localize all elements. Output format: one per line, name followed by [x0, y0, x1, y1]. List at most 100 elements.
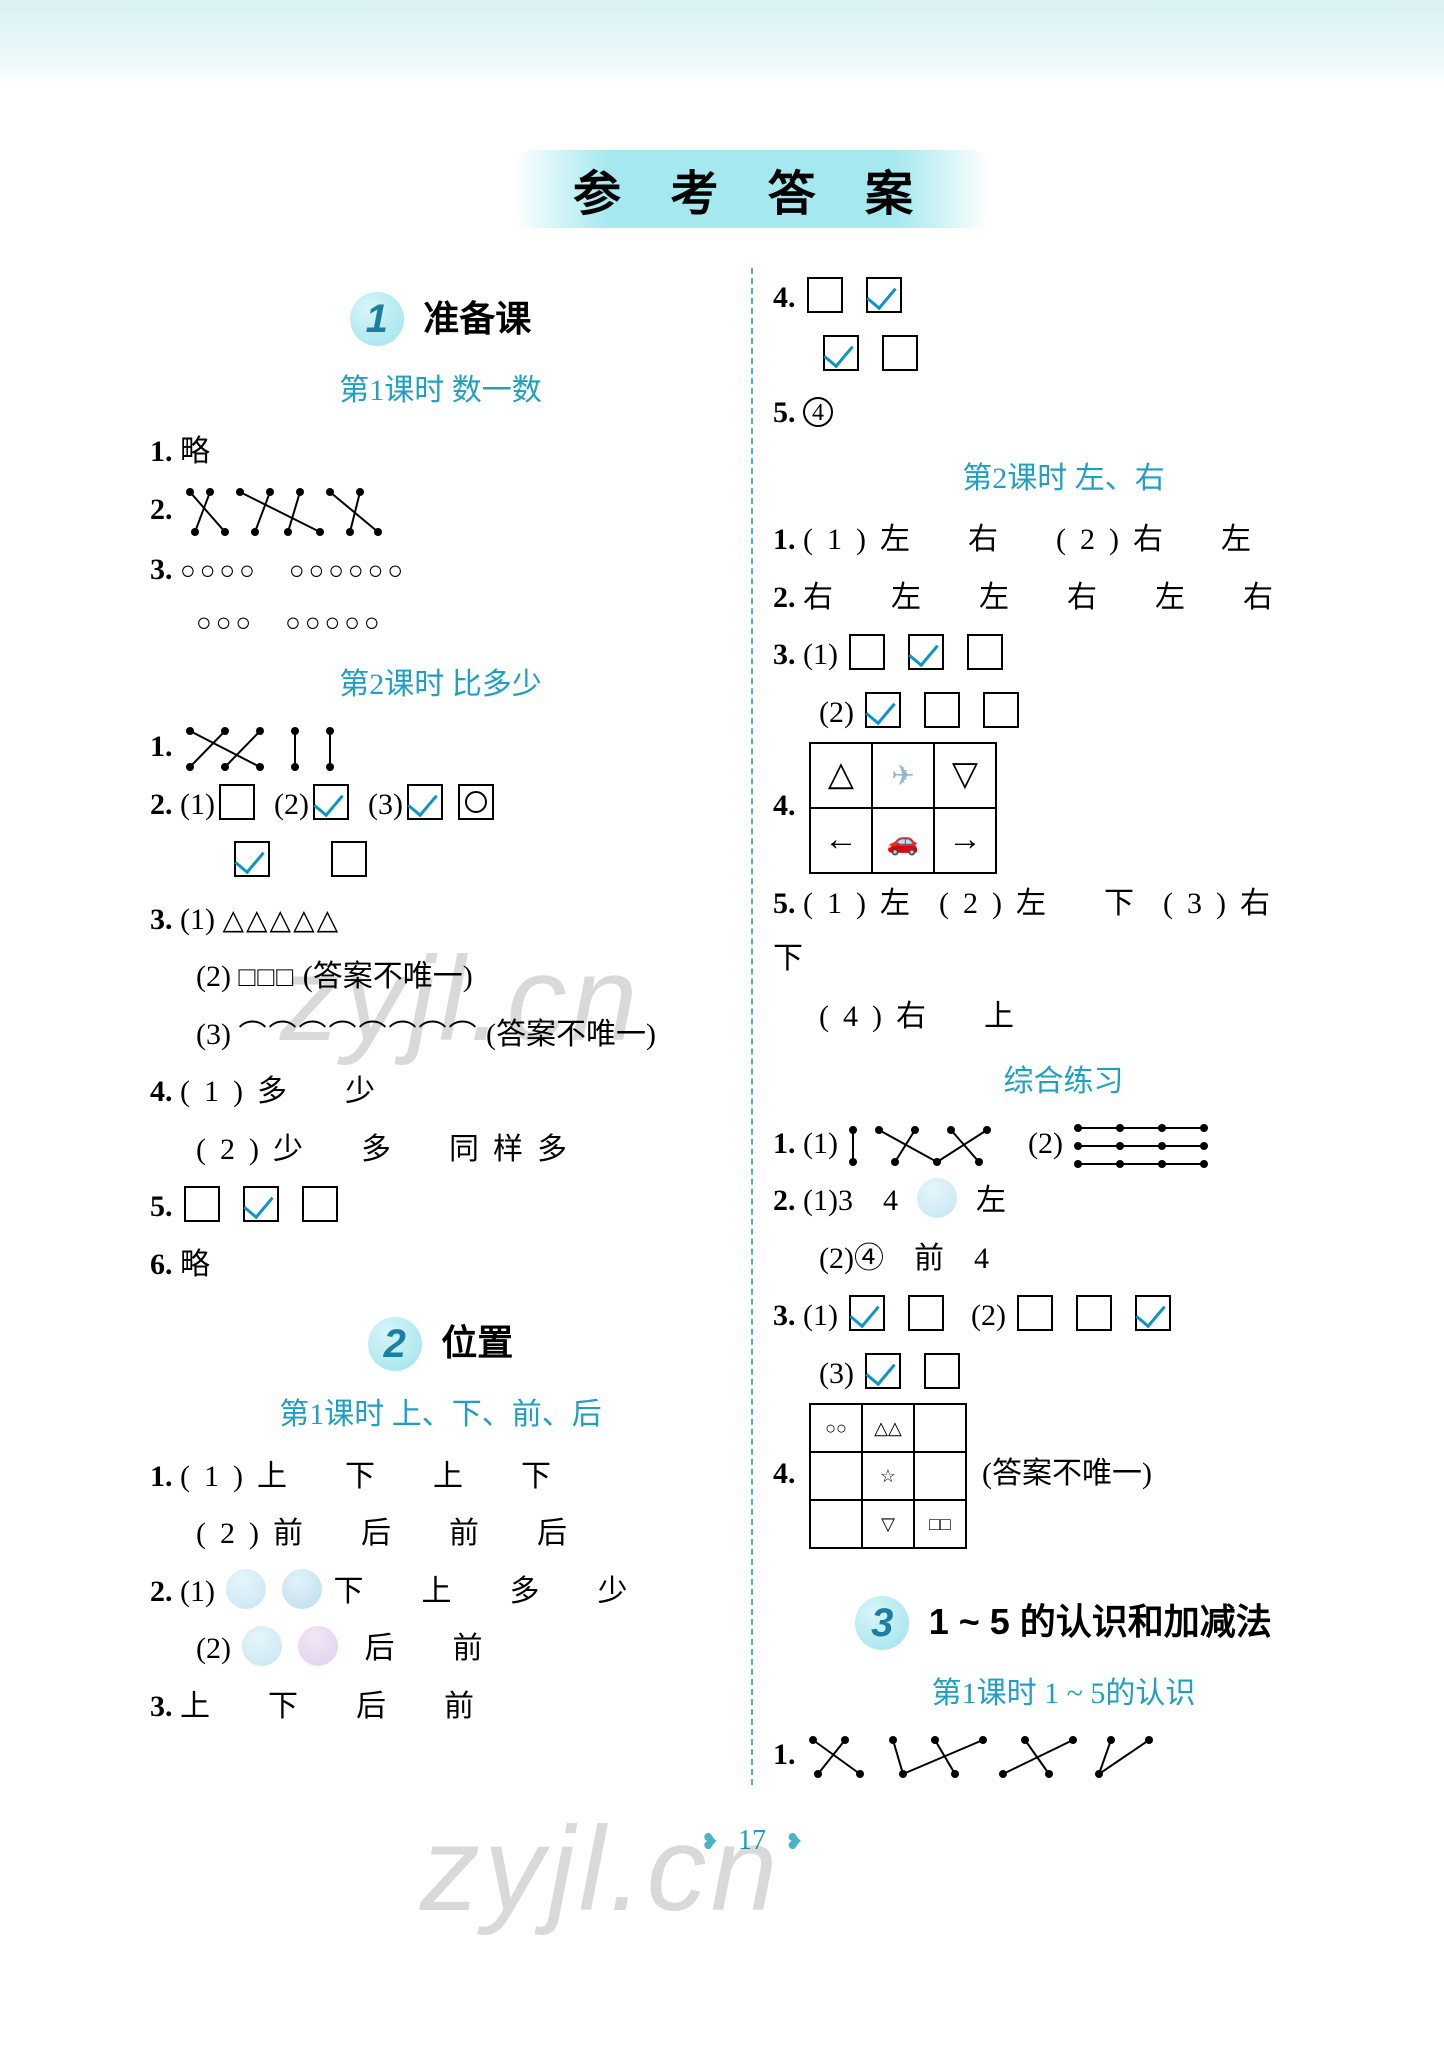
rv-q1-d1 [845, 1122, 1005, 1170]
qnum-1r2: 1. [773, 523, 796, 556]
box-empty [882, 335, 918, 371]
box-checked [849, 1295, 885, 1331]
c1l2-q2-3: (3) [368, 788, 403, 821]
c2l1-q3-ans: 上 下 后 前 [180, 1690, 488, 1723]
qnum-3rv: 3. [773, 1299, 796, 1332]
rv-q3-2: (2) [971, 1299, 1006, 1332]
c2l1-q1-2: (2)前 后 前 后 [150, 1506, 731, 1562]
rv-q3-3: (3) [819, 1357, 854, 1390]
chapter-3-num: 3 [855, 1596, 909, 1650]
box-empty [302, 1186, 338, 1222]
page-number: 17 [738, 1825, 766, 1856]
c1l2-q3: 3. (1) △△△△△ [150, 892, 731, 948]
r-q4: 4. [773, 270, 1354, 326]
c3-lesson1-head: 第1课时 1 ~ 5的认识 [773, 1666, 1354, 1722]
rv-q2-1: (1)3 4 [803, 1184, 898, 1217]
c1l2-q3-3-note: (答案不唯一) [486, 1018, 656, 1051]
g-11: ☆ [862, 1452, 914, 1500]
cell-tri-up [810, 743, 872, 808]
c1l2-q2-1: (1) [180, 788, 215, 821]
r-l2-q4: 4. ✈ 🚗 [773, 742, 1354, 874]
qnum-3: 3. [150, 553, 173, 586]
watermark-2: zyjl.cn [420, 1800, 781, 1938]
qnum-5b: 5. [150, 1190, 173, 1223]
qnum-6b: 6. [150, 1248, 173, 1281]
box-circle [458, 784, 494, 820]
rv-q1: 1. (1) (2) [773, 1116, 1354, 1172]
two-column-layout: 1 准备课 第1课时 数一数 1. 略 2. 3. ○○○○ ○○○○○○ ○○… [130, 258, 1374, 1795]
qnum-2b: 2. [150, 788, 173, 821]
box-checked [313, 784, 349, 820]
cat-icon [298, 1626, 338, 1666]
cell-arrow-l [810, 808, 872, 873]
c1l2-q3-3: (3) [196, 1018, 231, 1051]
right-column: 4. 5. 4 第2课时 左、右 1. (1)左 右 (2)右 左 2. 右 左… [753, 258, 1374, 1795]
chapter-2-title: 位置 [441, 1322, 513, 1363]
c1l2-q1: 1. [150, 719, 731, 775]
cell-car: 🚗 [872, 808, 934, 873]
g-20 [810, 1500, 862, 1548]
box-checked [243, 1186, 279, 1222]
qnum-3b: 3. [150, 903, 173, 936]
rv-q3: 3. (1) (2) [773, 1288, 1354, 1344]
c3l1-q1: 1. [773, 1727, 1354, 1783]
c2l1-q1: 1. (1)上 下 上 下 [150, 1449, 731, 1505]
qnum-4b: 4. [150, 1075, 173, 1108]
c2l1-q2-2row: (2) 后 前 [150, 1621, 731, 1677]
chapter-2-num: 2 [368, 1317, 422, 1371]
box-empty [967, 634, 1003, 670]
c1l1-q3-row1: ○○○○ ○○○○○○ [180, 556, 407, 585]
c1l2-q1-diagram [180, 723, 350, 775]
c1l2-q3-1: (1) [180, 903, 215, 936]
box-checked [865, 1353, 901, 1389]
chapter-3-head: 3 1 ~ 5 的认识和加减法 [773, 1589, 1354, 1656]
g-10 [810, 1452, 862, 1500]
box-checked [1135, 1295, 1171, 1331]
c2l1-q2: 2. (1) 下 上 多 少 [150, 1564, 731, 1620]
box-empty [908, 1295, 944, 1331]
rv-q3-1: (1) [803, 1299, 838, 1332]
c1-lesson2-head: 第2课时 比多少 [150, 657, 731, 713]
chapter-1-head: 1 准备课 [150, 286, 731, 353]
c1l1-q1-ans: 略 [180, 435, 210, 468]
rv-q3-3row: (3) [773, 1346, 1354, 1402]
r-l2-q2: 2. 右 左 左 右 左 右 [773, 570, 1354, 626]
c2l1-q2-2-tail: 后 前 [364, 1632, 496, 1665]
box-empty [924, 1353, 960, 1389]
qnum-5r: 5. [773, 396, 796, 429]
page-footer: ❥ 17 ❥ [130, 1825, 1374, 1857]
qnum-1c: 1. [150, 1460, 173, 1493]
qnum-2r2: 2. [773, 581, 796, 614]
r-l2-q1: 1. (1)左 右 (2)右 左 [773, 512, 1354, 568]
cell-eagle: ✈ [872, 743, 934, 808]
box-empty [1017, 1295, 1053, 1331]
c1l2-q2: 2. (1) (2) (3) [150, 777, 731, 833]
c1l2-q3-3row: (3) ⌒⌒⌒⌒⌒⌒⌒⌒ (答案不唯一) [150, 1007, 731, 1063]
box-checked [865, 692, 901, 728]
c1l1-q3-row2: ○○○ ○○○○○ [150, 599, 731, 647]
c1l1-q1: 1. 略 [150, 424, 731, 480]
rv-q4-note: (答案不唯一) [982, 1457, 1152, 1490]
qnum-4rv: 4. [773, 1457, 796, 1490]
qnum-3c: 3. [150, 1690, 173, 1723]
qnum-1b: 1. [150, 730, 173, 763]
page-title: 参 考 答 案 [513, 150, 991, 228]
c1l2-q3-3-shapes: ⌒⌒⌒⌒⌒⌒⌒⌒ [238, 1020, 478, 1051]
bear-icon [917, 1178, 957, 1218]
rv-q2-1-tail: 左 [976, 1184, 1006, 1217]
box-checked [234, 841, 270, 877]
g-01: △△ [862, 1404, 914, 1452]
r-l2-q5-2: (2)左 下 [939, 887, 1148, 920]
c1l2-q3-2-shapes: □□□ [238, 962, 295, 993]
c1l2-q2-2: (2) [274, 788, 309, 821]
rv-q2: 2. (1)3 4 左 [773, 1173, 1354, 1229]
g-21: ▽ [862, 1500, 914, 1548]
box-empty [184, 1186, 220, 1222]
fruit-icon [226, 1569, 266, 1609]
r-l2-q3-1: (1) [803, 638, 838, 671]
qnum-3r2: 3. [773, 638, 796, 671]
r-q4-cont [773, 328, 1354, 384]
box-empty [807, 277, 843, 313]
r-l2-q5-4: (4)右 上 [773, 989, 1354, 1045]
box-empty [219, 784, 255, 820]
